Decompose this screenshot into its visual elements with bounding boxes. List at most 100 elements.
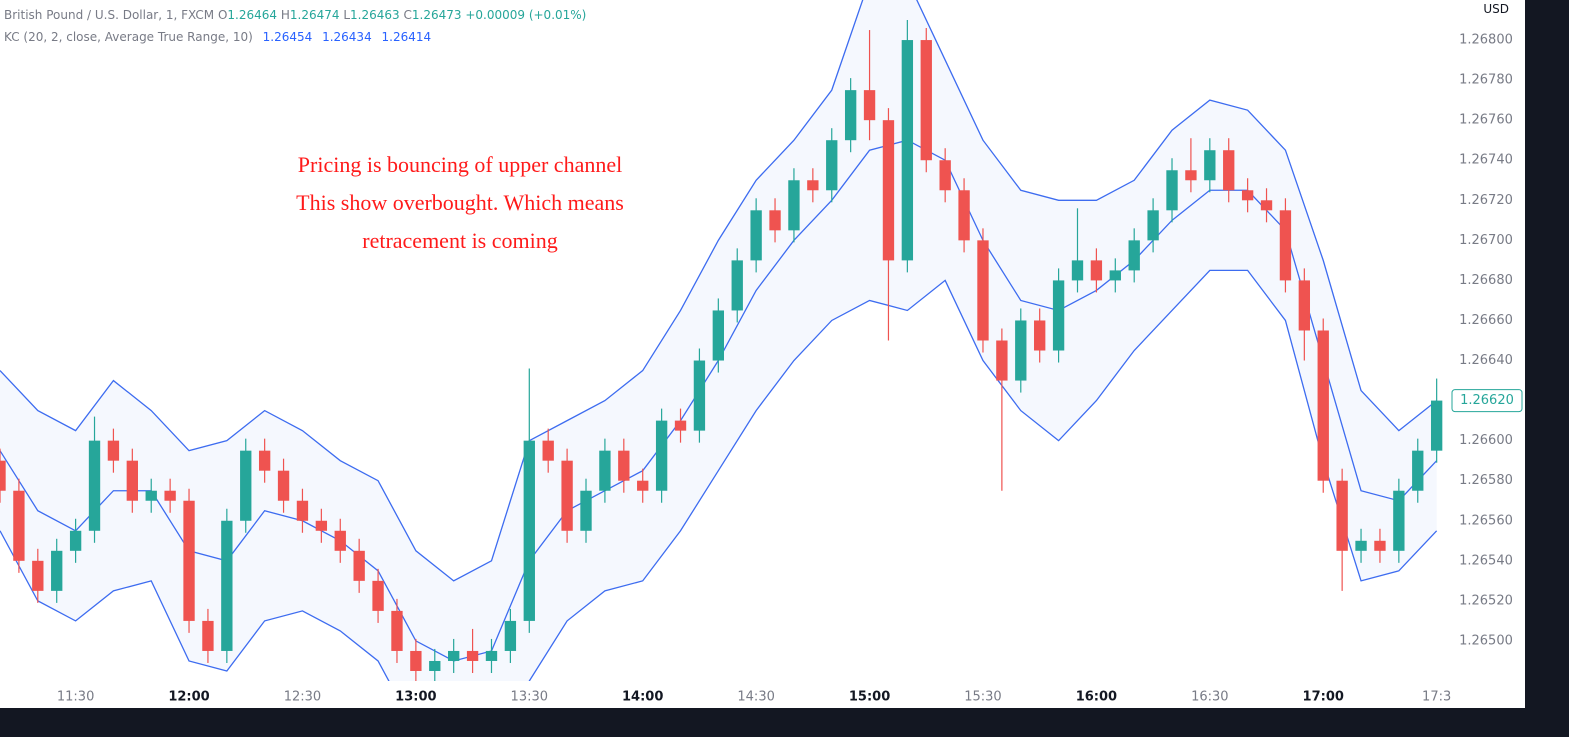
candle-body — [391, 610, 403, 651]
candle-body — [1071, 260, 1084, 281]
y-tick-label: 1.26760 — [1459, 113, 1513, 128]
x-tick-label: 14:30 — [737, 690, 774, 705]
candle-body — [504, 620, 517, 651]
x-tick-label: 17:00 — [1303, 690, 1344, 705]
candle-body — [844, 90, 857, 141]
candle-body — [1128, 240, 1140, 271]
x-tick-label: 15:00 — [849, 690, 890, 705]
candle-body — [1336, 480, 1348, 551]
candle-body — [1015, 320, 1027, 381]
candle-body — [901, 40, 914, 261]
x-tick-label: 14:00 — [622, 690, 663, 705]
y-tick-label: 1.26600 — [1459, 433, 1513, 448]
candle-body — [655, 420, 668, 491]
candle-body — [13, 490, 25, 561]
candle-body — [410, 650, 422, 671]
indicator-line: KC (20, 2, close, Average True Range, 10… — [4, 26, 586, 48]
annotation: Pricing is bouncing of upper channel Thi… — [200, 146, 720, 260]
candle-body — [693, 360, 706, 431]
x-tick-label: 13:30 — [511, 690, 548, 705]
candle-body — [145, 490, 157, 501]
candle-body — [712, 310, 724, 361]
ohlc-h: H1.26474 — [281, 8, 340, 22]
candle-body — [183, 500, 195, 621]
candle-body — [1109, 270, 1121, 281]
ohlc-value: 1.26474 — [289, 8, 340, 22]
candle-body — [107, 440, 120, 461]
indicator-value: 1.26454 — [262, 30, 313, 44]
candle-body — [788, 180, 800, 231]
x-tick-label: 13:00 — [395, 690, 436, 705]
candle-body — [1185, 170, 1197, 181]
candle-body — [731, 260, 743, 311]
candle-body — [448, 650, 460, 661]
x-tick-label: 12:30 — [284, 690, 321, 705]
candle-body — [1430, 400, 1443, 451]
candle-body — [221, 520, 233, 651]
currency[interactable]: USD — [1483, 2, 1509, 16]
last-price-box — [1451, 389, 1523, 413]
candle-body — [750, 210, 762, 261]
candle-body — [372, 580, 384, 611]
ohlc-value: 1.26463 — [350, 8, 400, 22]
symbol-line: British Pound / U.S. Dollar, 1, FXCM O1.… — [4, 4, 586, 26]
channel-upper — [0, 0, 1438, 582]
x-tick-label: 16:30 — [1191, 690, 1228, 705]
candle-body — [958, 190, 970, 241]
candle-body — [1166, 170, 1178, 211]
candle-body — [882, 120, 895, 261]
candle-body — [599, 450, 611, 491]
candle-body — [618, 450, 630, 481]
x-tick-label: 17:3 — [1422, 690, 1451, 705]
candle-body — [1298, 280, 1311, 331]
chart-window: 1.26500 1.26520 1.26540 1.26560 1.26580 1.266… — [0, 0, 1525, 708]
y-tick-label: 1.26780 — [1459, 73, 1513, 88]
candle-body — [0, 460, 6, 491]
candle-body — [561, 460, 573, 531]
candle-body — [1052, 280, 1065, 351]
axes-layer: 1.26500 1.26520 1.26540 1.26560 1.26580 1.266… — [57, 0, 1523, 708]
change: +0.00009 (+0.01%) — [465, 8, 587, 22]
y-tick-label: 1.26520 — [1459, 593, 1513, 608]
candle-body — [1090, 260, 1103, 281]
candle-body — [977, 240, 989, 341]
candle-body — [69, 530, 82, 551]
candle-body — [51, 550, 63, 591]
annotation-line: Pricing is bouncing of upper channel — [297, 152, 623, 177]
candle-body — [1374, 540, 1386, 551]
y-tick-label: 1.26720 — [1459, 193, 1513, 208]
candle-body — [807, 180, 819, 191]
candle-body — [126, 460, 138, 501]
y-tick-label: 1.26640 — [1459, 353, 1513, 368]
candle-body — [1147, 210, 1159, 241]
candle-body — [202, 620, 214, 651]
x-tick-label: 15:30 — [964, 690, 1001, 705]
y-tick-label: 1.26500 — [1459, 633, 1513, 648]
y-tick-label: 1.26660 — [1459, 313, 1513, 328]
candle-body — [769, 210, 781, 231]
symbol: British Pound / U.S. Dollar, 1, FXCM — [4, 8, 215, 22]
candle-body — [826, 140, 838, 191]
candle-body — [258, 450, 271, 471]
candle-body — [315, 520, 328, 531]
candle-body — [1241, 190, 1254, 201]
ohlc-value: 1.26464 — [227, 8, 278, 22]
y-tick-label: 1.26580 — [1459, 473, 1513, 488]
annotation-line: retracement is coming — [362, 228, 558, 253]
ohlc-key: O — [217, 8, 228, 22]
candle-body — [1317, 330, 1329, 481]
candle-body — [1260, 200, 1273, 211]
legend-header: British Pound / U.S. Dollar, 1, FXCM O1.… — [4, 4, 586, 48]
candle-body — [353, 550, 365, 581]
x-tick-label: 16:00 — [1076, 690, 1117, 705]
candle-body — [240, 450, 252, 521]
candle-body — [542, 440, 554, 461]
channel-lower — [0, 269, 1438, 681]
candle-body — [485, 650, 498, 661]
indicator-value: 1.26414 — [381, 30, 432, 44]
candle-body — [32, 560, 44, 591]
candle-body — [637, 480, 649, 491]
candle-body — [523, 440, 535, 621]
x-tick-label: 12:00 — [168, 690, 209, 705]
ohlc-key: C — [403, 8, 412, 22]
